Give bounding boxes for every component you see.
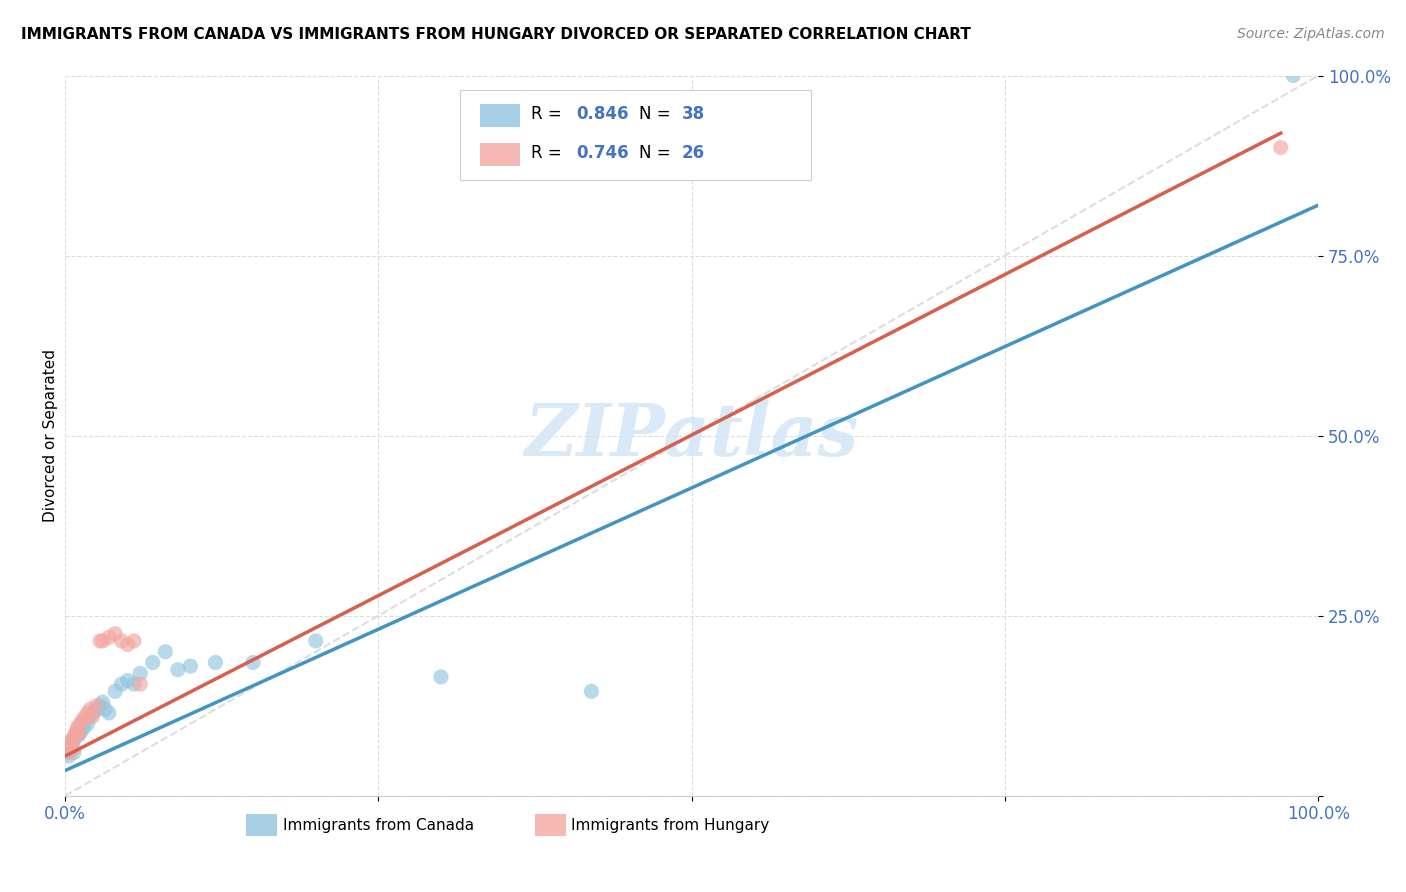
Text: 0.746: 0.746	[576, 145, 628, 162]
Point	[63, 746, 86, 760]
Point	[65, 727, 87, 741]
Point	[63, 727, 86, 741]
Point	[1282, 69, 1305, 83]
Text: R =: R =	[531, 104, 567, 123]
Point	[581, 684, 603, 698]
Text: R =: R =	[531, 145, 567, 162]
FancyBboxPatch shape	[479, 103, 520, 127]
Point	[129, 677, 152, 691]
Point	[76, 716, 98, 731]
Point	[86, 702, 108, 716]
Point	[122, 677, 145, 691]
Point	[75, 713, 97, 727]
Text: Source: ZipAtlas.com: Source: ZipAtlas.com	[1237, 27, 1385, 41]
Point	[89, 634, 111, 648]
Point	[86, 698, 108, 713]
Point	[142, 656, 165, 670]
Point	[97, 706, 120, 720]
Point	[63, 731, 86, 746]
Point	[155, 645, 177, 659]
Point	[129, 666, 152, 681]
Point	[76, 706, 98, 720]
Point	[60, 735, 83, 749]
Point	[69, 716, 91, 731]
Text: ZIPatlas: ZIPatlas	[524, 401, 859, 471]
Point	[62, 731, 84, 746]
Point	[82, 709, 104, 723]
Point	[59, 742, 82, 756]
FancyBboxPatch shape	[479, 144, 520, 166]
Point	[110, 677, 132, 691]
Point	[72, 713, 94, 727]
Point	[179, 659, 201, 673]
Point	[59, 739, 82, 753]
Point	[242, 656, 264, 670]
Point	[104, 626, 127, 640]
Point	[67, 727, 90, 741]
Text: 26: 26	[682, 145, 704, 162]
Text: 38: 38	[682, 104, 704, 123]
Point	[97, 630, 120, 644]
Point	[69, 720, 91, 734]
Text: N =: N =	[640, 104, 676, 123]
Text: IMMIGRANTS FROM CANADA VS IMMIGRANTS FROM HUNGARY DIVORCED OR SEPARATED CORRELAT: IMMIGRANTS FROM CANADA VS IMMIGRANTS FRO…	[21, 27, 972, 42]
Point	[110, 634, 132, 648]
Text: N =: N =	[640, 145, 676, 162]
Point	[75, 709, 97, 723]
Point	[82, 706, 104, 720]
Point	[91, 695, 114, 709]
Point	[66, 720, 89, 734]
Point	[60, 739, 83, 753]
Point	[166, 663, 188, 677]
Point	[63, 742, 86, 756]
Point	[104, 684, 127, 698]
Point	[62, 735, 84, 749]
Text: 0.846: 0.846	[576, 104, 628, 123]
FancyBboxPatch shape	[460, 90, 811, 180]
Point	[122, 634, 145, 648]
Point	[70, 723, 93, 738]
Point	[117, 673, 139, 688]
Point	[56, 746, 79, 760]
Point	[56, 746, 79, 760]
Point	[73, 720, 96, 734]
Point	[430, 670, 453, 684]
Point	[72, 716, 94, 731]
Point	[65, 723, 87, 738]
Point	[91, 634, 114, 648]
Text: Immigrants from Canada: Immigrants from Canada	[283, 818, 474, 832]
Point	[89, 698, 111, 713]
Point	[204, 656, 226, 670]
Point	[58, 749, 80, 764]
Y-axis label: Divorced or Separated: Divorced or Separated	[44, 349, 58, 522]
Point	[117, 638, 139, 652]
Point	[67, 727, 90, 741]
Point	[305, 634, 328, 648]
Point	[58, 742, 80, 756]
Point	[66, 723, 89, 738]
Point	[79, 709, 101, 723]
Point	[94, 702, 117, 716]
Text: Immigrants from Hungary: Immigrants from Hungary	[571, 818, 769, 832]
Point	[79, 702, 101, 716]
Point	[1270, 140, 1292, 154]
